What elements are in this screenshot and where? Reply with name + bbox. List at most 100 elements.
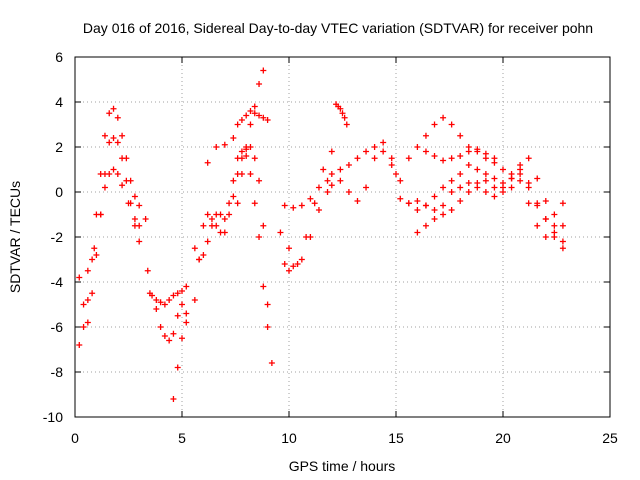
data-point [76,342,83,348]
data-point [76,274,83,281]
data-point [256,234,263,240]
data-point [474,146,481,153]
data-point [337,166,344,173]
data-point [179,335,185,342]
data-point [559,222,566,229]
data-point [234,121,241,128]
data-point [525,155,532,162]
data-point [422,222,429,229]
data-point [337,177,344,184]
data-point [457,198,464,204]
data-point [97,171,104,177]
data-point [431,207,438,213]
data-point [414,144,421,150]
y-tick-label: 2 [55,139,63,155]
data-point [559,245,566,252]
data-point [363,184,370,191]
series-sat-e [146,290,190,344]
data-point [144,267,151,274]
data-point [204,238,211,245]
data-point [337,105,344,112]
data-point [482,171,489,177]
data-point [264,324,271,330]
data-point [457,132,464,139]
data-point [243,112,250,119]
data-point [491,184,498,191]
data-point [183,283,190,290]
data-point [457,184,464,191]
data-point [465,189,472,195]
data-point [482,150,489,157]
data-point [298,256,305,263]
data-point [397,177,404,184]
data-point [238,117,245,123]
data-point [243,153,250,159]
data-point [414,207,421,213]
data-point [431,121,438,128]
data-point [363,148,370,155]
data-point [559,200,566,207]
data-point [170,330,177,337]
data-point [204,211,211,218]
data-point [542,216,549,222]
data-point [101,184,108,191]
data-point [221,216,228,222]
data-point [315,184,322,191]
data-point [517,171,524,177]
data-point [491,155,498,162]
series-sat-m [281,144,399,211]
data-point [234,200,241,207]
grid-lines [75,57,610,417]
data-point [559,238,566,245]
data-point [119,182,126,189]
x-tick-label: 15 [388,430,404,446]
data-point [256,177,263,184]
data-point [200,222,207,229]
data-point [251,110,258,117]
data-point [80,301,87,308]
data-point [448,207,455,213]
data-point [448,177,455,184]
data-point [286,245,292,252]
data-point [247,121,254,128]
data-point [260,283,267,290]
data-point [440,114,447,121]
data-point [97,211,104,218]
data-point [281,261,288,267]
data-point [106,171,113,177]
data-point [251,103,258,110]
data-point [354,198,361,204]
data-point [328,182,335,189]
data-point [448,155,455,162]
data-point [136,238,143,245]
data-point [294,261,301,267]
data-point [341,114,348,121]
data-point [393,171,399,177]
data-point [226,211,233,218]
data-point [534,175,541,182]
data-point [136,202,143,209]
data-point [260,67,267,74]
data-point [542,234,549,240]
y-tick-labels: -10 -8 -6 -4 -2 0 2 4 6 [43,49,63,425]
data-point [339,110,346,117]
data-point [91,245,98,252]
data-point [551,234,558,240]
data-point [508,184,515,191]
data-point [125,200,132,207]
y-tick-label: 4 [55,94,63,110]
data-point [93,252,100,258]
data-point [448,189,455,195]
series-sat-f [170,319,190,402]
data-point [230,135,237,141]
data-point [286,267,292,274]
chart-title: Day 016 of 2016, Sidereal Day-to-day VTE… [83,20,593,36]
data-point [508,171,515,177]
data-point [431,216,438,222]
data-point [238,148,245,155]
data-point [440,157,447,164]
data-point [551,222,558,229]
data-point [174,312,181,319]
data-point [388,162,395,168]
